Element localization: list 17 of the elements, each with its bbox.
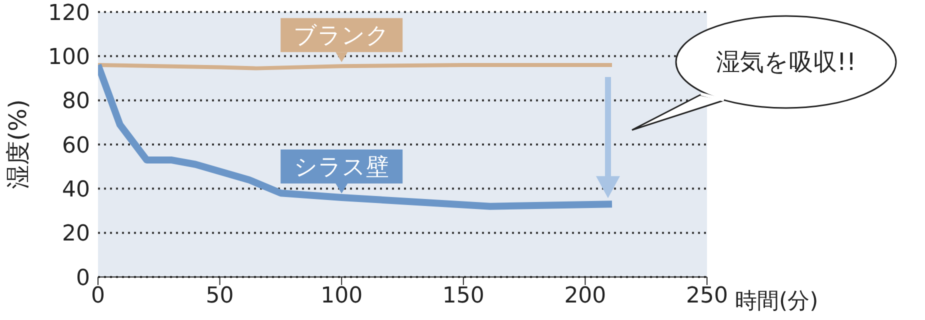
y-axis-title: 湿度(%) [3, 98, 33, 191]
y-tick-label: 0 [76, 266, 90, 291]
y-tick-label: 120 [48, 0, 90, 26]
x-tick-label: 200 [564, 284, 606, 309]
y-tick-label: 20 [62, 222, 90, 247]
y-tick-label: 40 [62, 177, 90, 202]
x-tick-label: 250 [686, 284, 728, 309]
series-label: ブランク [294, 23, 390, 50]
x-tick-label: 150 [442, 284, 484, 309]
y-tick-label: 100 [48, 44, 90, 70]
x-tick-label: 100 [320, 284, 363, 309]
x-axis-title: 時間(分) [735, 288, 818, 316]
x-tick-label: 50 [206, 284, 234, 309]
y-tick-label: 60 [62, 133, 90, 158]
y-tick-label: 80 [62, 89, 90, 114]
series-label: シラス壁 [294, 154, 390, 181]
text: 湿気を吸収!! [714, 47, 858, 78]
